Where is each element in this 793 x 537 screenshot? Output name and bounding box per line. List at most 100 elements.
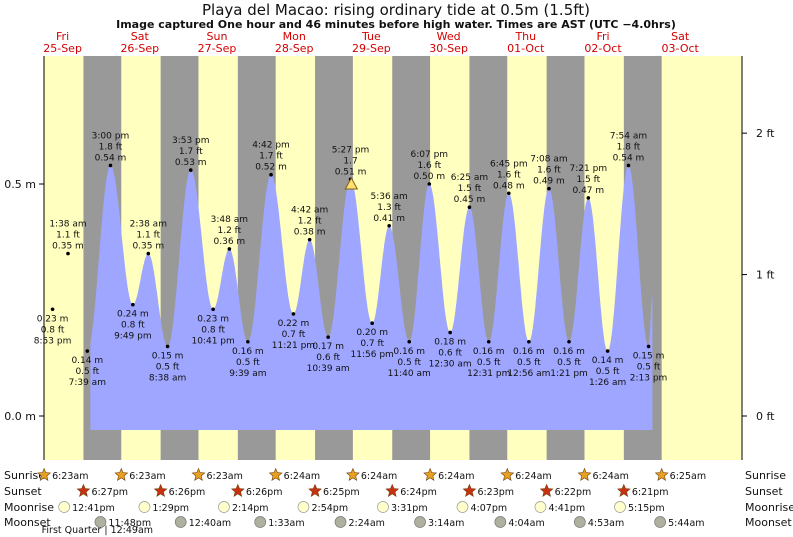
sunset-icon [153, 483, 168, 497]
extreme-point [427, 182, 432, 186]
moonrise-icon [377, 501, 389, 513]
extreme-m-label: 0.53 m [175, 158, 207, 168]
sunset-time: 6:23pm [477, 487, 514, 498]
extreme-time-label: 8:53 pm [34, 336, 72, 346]
extreme-m-label: 0.16 m [473, 347, 505, 357]
extreme-m-label: 0.15 m [633, 351, 665, 361]
moonrise-time: 1:29pm [152, 503, 189, 514]
extreme-m-label: 0.49 m [533, 177, 565, 187]
extreme-m-label: 0.51 m [335, 167, 367, 177]
day-name-label: Sun [207, 30, 228, 43]
sunset-time: 6:21pm [632, 487, 669, 498]
extreme-point [370, 321, 374, 326]
day-date-label: 01-Oct [507, 42, 545, 55]
extreme-time-label: 3:00 pm [92, 131, 130, 141]
extreme-point [66, 251, 70, 256]
extreme-point [85, 349, 90, 353]
extreme-m-label: 0.16 m [553, 347, 585, 357]
daylight-band [661, 56, 742, 460]
moonset-icon [494, 516, 507, 528]
extreme-point [605, 349, 610, 353]
day-date-label: 02-Oct [584, 42, 622, 55]
extreme-ft-label: 1.6 ft [417, 161, 441, 171]
extreme-ft-label: 0.7 ft [282, 330, 306, 340]
moonset-icon [654, 516, 666, 528]
chart-subtitle: Image captured One hour and 46 minutes b… [116, 18, 676, 31]
extreme-ft-label: 0.7 ft [360, 339, 384, 349]
extreme-m-label: 0.23 m [197, 314, 229, 324]
sunrise-time: 6:24am [515, 471, 551, 482]
extreme-ft-label: 1.3 ft [377, 203, 401, 213]
sunrise-icon [114, 467, 129, 481]
almanac-row-label-left: Sunrise [4, 469, 45, 482]
extreme-m-label: 0.38 m [294, 228, 326, 238]
moonrise-icon [297, 501, 310, 513]
extreme-point [586, 196, 591, 200]
day-name-label: Thu [514, 30, 536, 43]
extreme-ft-label: 1.6 ft [497, 170, 521, 180]
extreme-ft-label: 1.2 ft [298, 217, 322, 227]
sunrise-icon [37, 467, 52, 481]
extreme-time-label: 11:56 pm [351, 350, 394, 360]
extreme-ft-label: 1.2 ft [217, 226, 241, 236]
extreme-time-label: 6:25 am [451, 173, 488, 183]
extreme-time-label: 3:48 am [211, 215, 248, 225]
sunset-icon [616, 483, 631, 497]
sunrise-icon [654, 467, 669, 481]
right-tick-label: 2 ft [756, 127, 775, 140]
moonset-icon [573, 516, 586, 528]
extreme-ft-label: 0.6 ft [316, 353, 340, 363]
moonset-icon [334, 516, 347, 528]
extreme-m-label: 0.36 m [214, 237, 246, 247]
moonrise-time: 2:14pm [232, 503, 269, 514]
extreme-m-label: 0.16 m [232, 347, 264, 357]
extreme-point [626, 163, 631, 168]
left-tick-label: 0.5 m [4, 178, 36, 191]
extreme-time-label: 6:45 pm [490, 159, 528, 169]
day-date-label: 27-Sep [198, 42, 237, 55]
moonset-time: 5:44am [668, 518, 704, 529]
extreme-point [291, 312, 296, 316]
day-name-label: Sat [131, 30, 150, 43]
moonrise-time: 5:15pm [628, 503, 665, 514]
moonset-time: 11:48pm [108, 518, 151, 529]
extreme-m-label: 0.48 m [493, 181, 525, 191]
extreme-m-label: 0.14 m [592, 356, 624, 366]
moonrise-time: 4:41pm [548, 503, 585, 514]
extreme-ft-label: 0.5 ft [236, 358, 260, 368]
extreme-m-label: 0.54 m [613, 153, 645, 163]
sunrise-time: 6:23am [52, 471, 88, 482]
sunset-time: 6:26pm [246, 487, 283, 498]
tide-area [90, 165, 653, 430]
extreme-time-label: 7:08 am [530, 155, 567, 165]
day-name-label: Sat [671, 30, 690, 43]
extreme-ft-label: 0.5 ft [517, 358, 541, 368]
extreme-ft-label: 0.5 ft [397, 358, 421, 368]
day-name-label: Fri [596, 30, 609, 43]
extreme-time-label: 10:41 pm [191, 336, 234, 346]
extreme-ft-label: 1.5 ft [576, 175, 600, 185]
extreme-point [407, 339, 412, 344]
extreme-m-label: 0.35 m [52, 242, 84, 252]
extreme-m-label: 0.23 m [37, 314, 69, 324]
axes: 0.5 m 0.0 m 2 ft 1 ft 0 ft [4, 56, 775, 460]
extreme-m-label: 0.16 m [513, 347, 545, 357]
chart-title: Playa del Macao: rising ordinary tide at… [202, 1, 590, 19]
extreme-ft-label: 0.8 ft [41, 325, 65, 335]
sunrise-time: 6:23am [129, 471, 165, 482]
sunset-time: 6:27pm [91, 487, 128, 498]
extreme-time-label: 7:54 am [610, 131, 647, 141]
extreme-point [486, 339, 491, 344]
moonset-icon [174, 516, 187, 528]
extreme-ft-label: 1.6 ft [537, 166, 561, 176]
extreme-point [188, 168, 193, 172]
extreme-time-label: 7:39 am [69, 378, 106, 388]
moonset-time: 4:04am [508, 518, 544, 529]
moonset-icon [414, 516, 426, 528]
right-tick-label: 1 ft [756, 269, 775, 282]
tide-area-path [90, 165, 653, 430]
extreme-point [246, 339, 250, 344]
extreme-m-label: 0.24 m [117, 310, 149, 320]
extreme-point [269, 172, 273, 177]
extreme-ft-label: 0.5 ft [75, 367, 99, 377]
